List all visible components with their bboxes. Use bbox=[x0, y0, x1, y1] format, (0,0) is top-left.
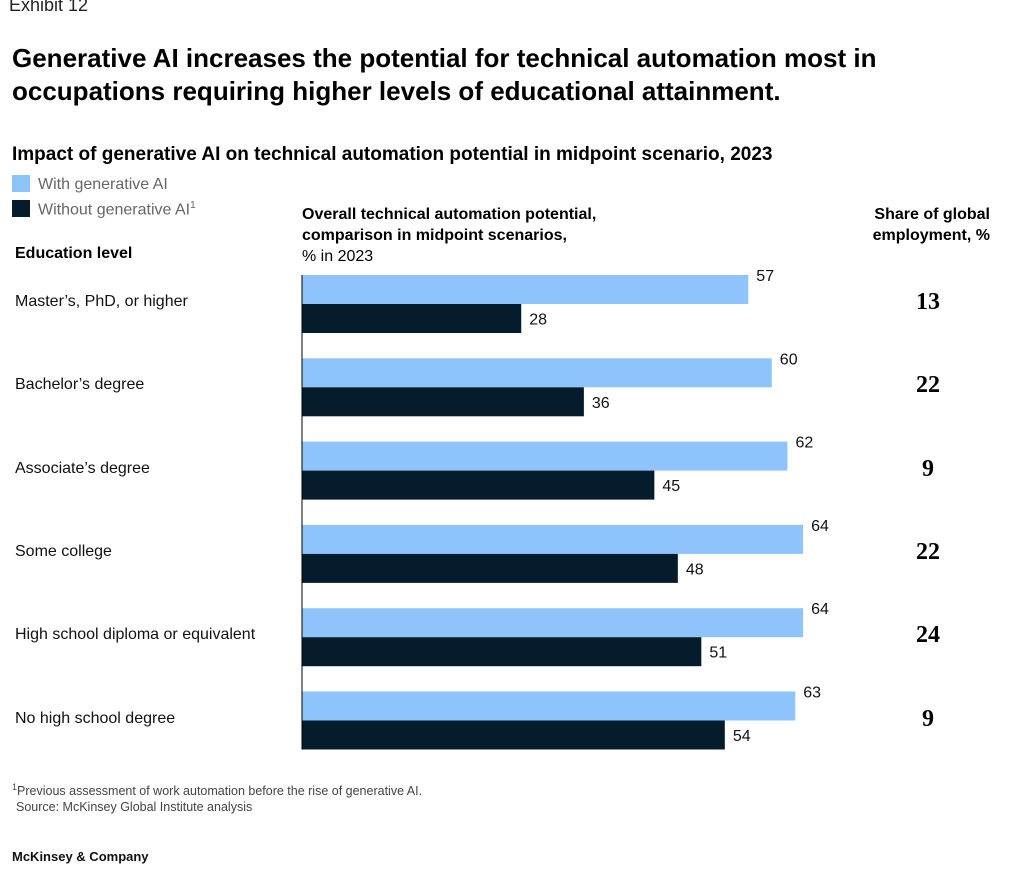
chart-title: Generative AI increases the potential fo… bbox=[12, 43, 877, 106]
education-level-label: Bachelor’s degree bbox=[15, 376, 145, 394]
bar-with-gen-ai bbox=[302, 275, 749, 304]
share-of-employment-value: 13 bbox=[916, 289, 940, 315]
data-label-without-gen-ai: 28 bbox=[529, 312, 547, 329]
legend-item-with-gen-ai: With generative AI bbox=[12, 175, 168, 194]
footnote-text: Previous assessment of work automation b… bbox=[17, 784, 423, 799]
data-label-without-gen-ai: 54 bbox=[733, 728, 751, 745]
data-label-without-gen-ai: 51 bbox=[709, 645, 727, 662]
footnote: 1Previous assessment of work automation … bbox=[12, 779, 422, 815]
brand-logo-text: McKinsey & Company bbox=[12, 849, 149, 864]
data-label-without-gen-ai: 36 bbox=[592, 395, 610, 412]
bars-header-line-2: comparison in midpoint scenarios, bbox=[302, 227, 567, 244]
bar-with-gen-ai bbox=[302, 441, 788, 471]
legend-swatch-without-gen-ai bbox=[12, 200, 30, 218]
education-level-header: Education level bbox=[15, 245, 133, 262]
share-of-employment-value: 22 bbox=[916, 538, 940, 565]
share-of-employment-value: 24 bbox=[916, 622, 940, 649]
education-level-label: Associate’s degree bbox=[15, 459, 150, 477]
data-label-with-gen-ai: 57 bbox=[756, 268, 774, 285]
bar-with-gen-ai bbox=[302, 691, 796, 721]
exhibit-label: Exhibit 12 bbox=[9, 0, 89, 15]
bars-column-header: Overall technical automation potential, … bbox=[302, 204, 596, 267]
legend-label-with-gen-ai: With generative AI bbox=[38, 176, 168, 193]
data-label-with-gen-ai: 60 bbox=[780, 351, 798, 368]
chart-subtitle: Impact of generative AI on technical aut… bbox=[12, 144, 773, 165]
bar-without-gen-ai bbox=[302, 470, 655, 500]
education-level-label: High school diploma or equivalent bbox=[15, 626, 256, 644]
legend-swatch-with-gen-ai bbox=[12, 175, 30, 192]
bar-with-gen-ai bbox=[302, 524, 804, 554]
share-of-employment-value: 9 bbox=[922, 705, 934, 732]
bar-without-gen-ai bbox=[302, 553, 678, 583]
share-of-employment-value: 22 bbox=[916, 372, 940, 399]
source-note: Source: McKinsey Global Institute analys… bbox=[16, 800, 253, 815]
bar-without-gen-ai bbox=[302, 637, 702, 667]
education-level-label: No high school degree bbox=[15, 709, 176, 727]
bar-with-gen-ai bbox=[302, 608, 804, 638]
share-of-employment-value: 9 bbox=[922, 455, 934, 482]
bar-without-gen-ai bbox=[302, 304, 522, 333]
share-column-header: Share of global employment, % bbox=[872, 206, 990, 244]
education-level-label: Some college bbox=[15, 542, 112, 560]
data-label-with-gen-ai: 64 bbox=[811, 601, 829, 618]
data-label-with-gen-ai: 62 bbox=[795, 435, 813, 452]
footnote-marker: 1 bbox=[12, 782, 18, 792]
legend-footnote-marker: 1 bbox=[190, 200, 196, 211]
bar-without-gen-ai bbox=[302, 387, 584, 417]
legend-item-without-gen-ai: Without generative AI1 bbox=[12, 200, 196, 219]
education-level-label: Master’s, PhD, or higher bbox=[15, 293, 188, 310]
bar-without-gen-ai bbox=[302, 720, 725, 750]
data-label-without-gen-ai: 45 bbox=[662, 478, 680, 495]
bar-with-gen-ai bbox=[302, 358, 772, 388]
data-label-without-gen-ai: 48 bbox=[686, 561, 704, 578]
data-label-with-gen-ai: 64 bbox=[811, 518, 829, 535]
bars-header-line-3: % in 2023 bbox=[302, 248, 374, 265]
data-label-with-gen-ai: 63 bbox=[803, 685, 821, 702]
bars-header-line-1: Overall technical automation potential, bbox=[302, 206, 597, 223]
legend-label-without-gen-ai: Without generative AI bbox=[38, 201, 191, 219]
